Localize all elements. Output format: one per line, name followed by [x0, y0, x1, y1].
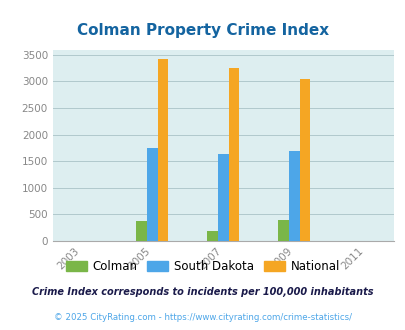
Bar: [207, 231, 217, 241]
Bar: [278, 220, 288, 241]
Text: Colman Property Crime Index: Colman Property Crime Index: [77, 23, 328, 38]
Bar: [157, 59, 168, 241]
Text: Crime Index corresponds to incidents per 100,000 inhabitants: Crime Index corresponds to incidents per…: [32, 287, 373, 297]
Text: © 2025 CityRating.com - https://www.cityrating.com/crime-statistics/: © 2025 CityRating.com - https://www.city…: [54, 313, 351, 322]
Bar: [217, 154, 228, 241]
Bar: [228, 68, 239, 241]
Bar: [147, 148, 157, 241]
Bar: [288, 150, 299, 241]
Legend: Colman, South Dakota, National: Colman, South Dakota, National: [61, 255, 344, 278]
Bar: [299, 79, 309, 241]
Bar: [136, 221, 147, 241]
